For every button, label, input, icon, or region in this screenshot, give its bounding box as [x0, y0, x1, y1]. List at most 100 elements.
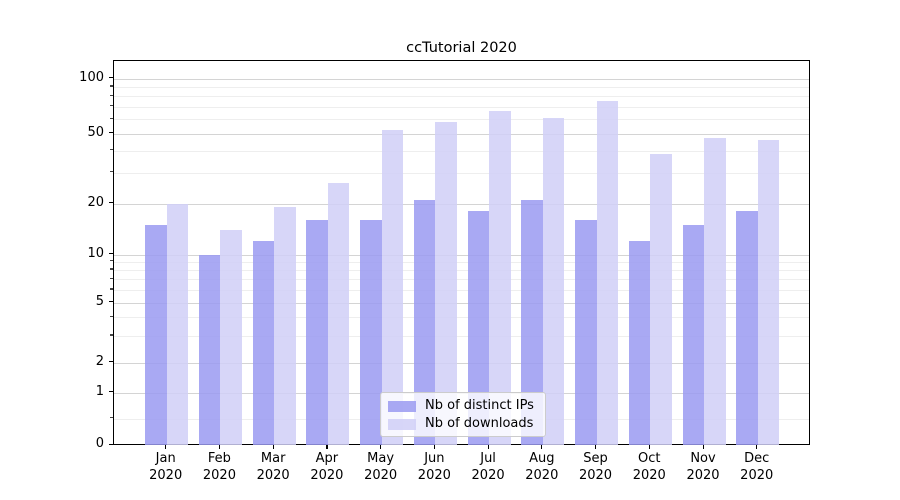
bar-distinct-ips-dec [736, 211, 758, 445]
x-tick-mark-jul [487, 445, 489, 449]
y-tick-label-5: 5 [95, 293, 104, 309]
y-tick-mark-5 [108, 301, 113, 303]
bar-distinct-ips-feb [198, 254, 221, 445]
x-tick-mark-apr [326, 445, 328, 449]
gridline-minor-90 [113, 86, 809, 88]
bar-distinct-ips-aug [521, 199, 543, 445]
bar-downloads-jan [166, 203, 189, 445]
y-minor-tick-mark-7 [110, 277, 113, 279]
bar-distinct-ips-sep [575, 219, 597, 445]
legend-label-downloads: Nb of downloads [425, 416, 534, 431]
gridline-minor-60 [113, 119, 809, 121]
gridline-major-20 [113, 203, 809, 205]
y-tick-mark-100 [108, 77, 113, 79]
bar-downloads-sep [596, 101, 619, 445]
y-minor-tick-mark-90 [110, 85, 113, 87]
x-tick-label-nov: Nov 2020 [686, 451, 720, 483]
x-tick-mark-jan [165, 445, 167, 449]
y-tick-label-1: 1 [95, 383, 104, 399]
x-tick-label-oct: Oct 2020 [632, 451, 666, 483]
legend: Nb of distinct IPs Nb of downloads [380, 392, 546, 437]
x-tick-label-jan: Jan 2020 [149, 451, 183, 483]
y-minor-tick-mark-0_5 [110, 417, 113, 419]
x-tick-label-jun: Jun 2020 [417, 451, 451, 483]
plot-area [112, 60, 810, 445]
bar-downloads-oct [650, 154, 672, 445]
gridline-major-10 [113, 254, 809, 256]
x-tick-mark-oct [648, 445, 650, 449]
y-minor-tick-mark-40 [110, 149, 113, 151]
x-tick-label-aug: Aug 2020 [525, 451, 559, 483]
bar-downloads-feb [220, 229, 242, 445]
gridline-minor-9 [113, 261, 809, 263]
bar-distinct-ips-jan [145, 224, 167, 445]
gridline-minor-80 [113, 96, 809, 98]
x-tick-label-sep: Sep 2020 [578, 451, 613, 483]
legend-item-downloads: Nb of downloads [388, 416, 539, 432]
gridline-minor-70 [113, 106, 809, 108]
gridline-minor-4 [113, 317, 809, 319]
y-tick-label-0: 0 [95, 436, 104, 451]
bar-distinct-ips-oct [628, 241, 651, 445]
y-tick-mark-0 [108, 443, 113, 445]
y-tick-mark-20 [108, 202, 113, 204]
y-minor-tick-mark-6 [110, 288, 113, 290]
y-tick-mark-1 [108, 391, 113, 393]
x-tick-label-jul: Jul 2020 [471, 451, 505, 483]
x-tick-label-apr: Apr 2020 [310, 451, 344, 483]
x-tick-mark-dec [756, 445, 758, 449]
y-tick-label-2: 2 [95, 353, 104, 369]
y-tick-mark-2 [108, 361, 113, 363]
x-tick-mark-may [380, 445, 382, 449]
legend-swatch-downloads [388, 418, 416, 430]
bar-downloads-dec [757, 139, 780, 445]
y-minor-tick-mark-30 [110, 171, 113, 173]
x-tick-mark-sep [595, 445, 597, 449]
bar-downloads-apr [327, 183, 350, 445]
bar-distinct-ips-apr [306, 219, 328, 445]
y-minor-tick-mark-70 [110, 105, 113, 107]
y-minor-tick-mark-9 [110, 260, 113, 262]
y-minor-tick-mark-3 [110, 334, 113, 336]
x-tick-label-mar: Mar 2020 [256, 451, 290, 483]
bar-distinct-ips-jul [467, 211, 490, 445]
bar-downloads-mar [274, 207, 296, 445]
gridline-minor-8 [113, 269, 809, 271]
y-tick-label-10: 10 [87, 245, 104, 261]
gridline-minor-3 [113, 335, 809, 337]
y-tick-mark-10 [108, 253, 113, 255]
y-minor-tick-mark-8 [110, 268, 113, 270]
gridline-major-2 [113, 362, 809, 364]
y-minor-tick-mark-60 [110, 117, 113, 119]
gridline-minor-40 [113, 150, 809, 152]
bar-downloads-jun [435, 121, 457, 445]
y-minor-tick-mark-80 [110, 94, 113, 96]
bar-distinct-ips-mar [252, 241, 275, 445]
y-minor-tick-mark-4 [110, 315, 113, 317]
x-tick-label-dec: Dec 2020 [740, 451, 774, 483]
bar-downloads-may [381, 130, 404, 445]
gridline-major-100 [113, 78, 809, 80]
y-tick-mark-50 [108, 132, 113, 134]
gridline-minor-30 [113, 172, 809, 174]
bar-downloads-jul [489, 111, 511, 445]
x-tick-mark-nov [702, 445, 704, 449]
y-tick-label-100: 100 [79, 69, 104, 85]
gridline-major-5 [113, 302, 809, 304]
bar-distinct-ips-nov [682, 224, 704, 445]
x-tick-label-feb: Feb 2020 [202, 451, 236, 483]
legend-item-distinct-ips: Nb of distinct IPs [388, 398, 539, 414]
gridline-major-50 [113, 133, 809, 135]
gridline-minor-7 [113, 279, 809, 281]
x-tick-mark-jun [433, 445, 436, 449]
legend-label-distinct-ips: Nb of distinct IPs [425, 398, 534, 413]
bar-distinct-ips-may [360, 219, 382, 445]
x-tick-mark-mar [272, 445, 274, 449]
y-tick-label-50: 50 [87, 124, 104, 140]
gridline-minor-6 [113, 289, 809, 291]
legend-swatch-distinct-ips [388, 400, 416, 412]
chart-title: ccTutorial 2020 [406, 40, 517, 56]
x-tick-mark-feb [218, 445, 221, 449]
y-tick-label-20: 20 [87, 194, 104, 210]
